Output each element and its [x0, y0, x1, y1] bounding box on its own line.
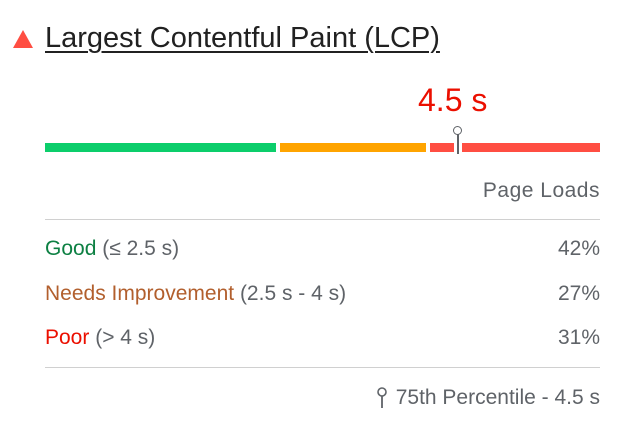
row-value: 42%	[557, 237, 600, 260]
row-label: Good	[45, 237, 97, 260]
page-loads-header: Page Loads	[482, 179, 600, 202]
row-label: Needs Improvement	[45, 282, 235, 305]
divider	[45, 219, 600, 220]
metric-title-link[interactable]: Largest Contentful Paint (LCP)	[45, 22, 440, 54]
bar-segment-needs-improvement	[280, 143, 426, 152]
red-triangle-icon	[13, 30, 33, 48]
metric-value: 4.5 s	[418, 82, 488, 118]
footer-text: 75th Percentile - 4.5 s	[395, 386, 600, 409]
bar-segment-poor	[429, 143, 600, 152]
row-value: 31%	[557, 326, 600, 349]
table-row: Needs Improvement (2.5 s - 4 s) 27%	[45, 282, 600, 306]
divider	[45, 367, 600, 368]
row-label: Poor	[45, 326, 90, 349]
table-row: Good (≤ 2.5 s) 42%	[45, 237, 600, 261]
table-row: Poor (> 4 s) 31%	[45, 326, 600, 350]
pin-icon	[453, 126, 463, 135]
row-value: 27%	[557, 282, 600, 305]
row-range: (≤ 2.5 s)	[102, 237, 180, 260]
pin-icon	[376, 387, 387, 408]
row-range: (2.5 s - 4 s)	[239, 282, 347, 305]
bar-segment-good	[45, 143, 277, 152]
percentile-footer: 75th Percentile - 4.5 s	[376, 386, 600, 410]
row-range: (> 4 s)	[95, 326, 156, 349]
percentile-marker	[457, 133, 460, 154]
